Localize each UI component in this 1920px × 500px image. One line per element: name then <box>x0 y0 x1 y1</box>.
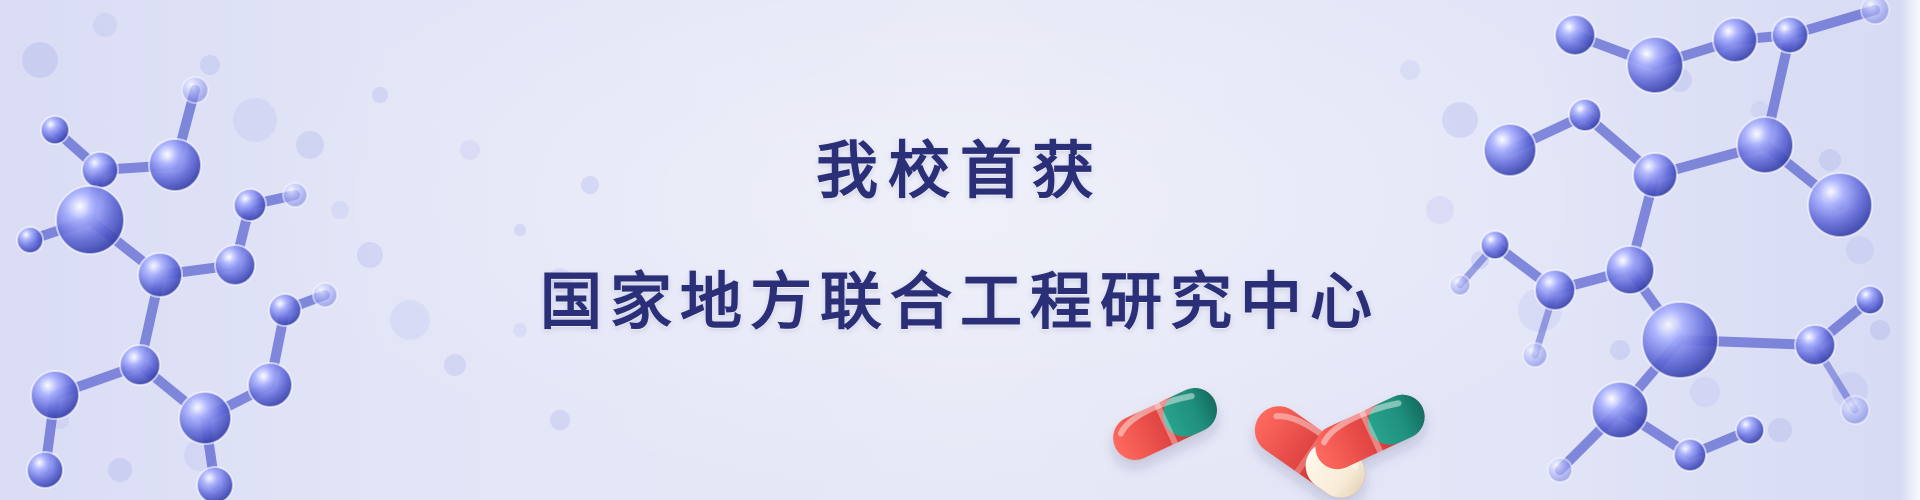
molecule-left <box>16 76 338 500</box>
capsules <box>1113 388 1425 498</box>
capsule-3 <box>1315 394 1425 470</box>
molecule-right <box>1449 0 1890 483</box>
capsule-1 <box>1113 388 1217 460</box>
